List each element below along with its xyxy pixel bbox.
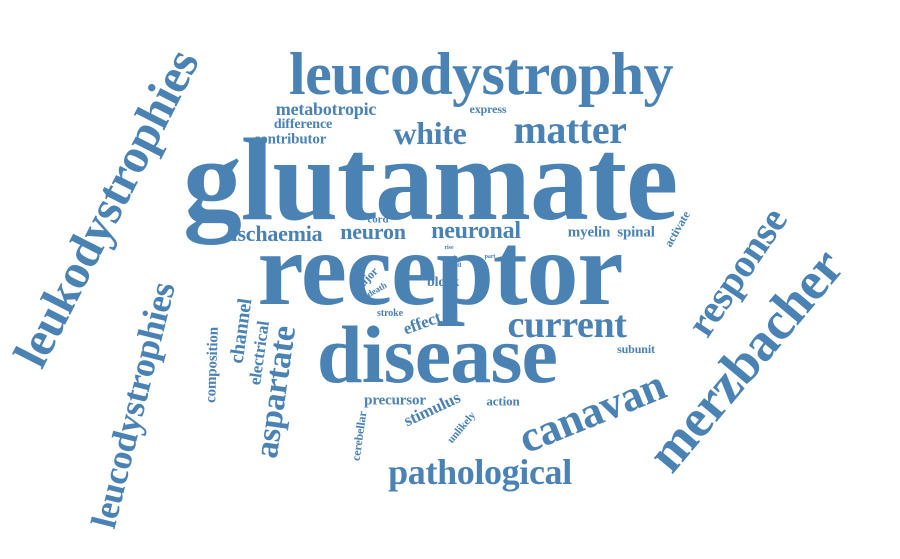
word-glutamate: glutamate [182, 114, 678, 245]
word-unlikely: unlikely [445, 409, 479, 446]
word-ischaemia: ischaemia [231, 221, 323, 246]
word-stroke: stroke [377, 308, 403, 319]
word-subunit: subunit [617, 342, 655, 356]
word-cerebellar: cerebellar [348, 410, 370, 462]
word-precursor: precursor [364, 392, 426, 409]
word-express: express [469, 102, 507, 116]
word-receptor: receptor [257, 212, 623, 327]
word-leucodystrophy: leucodystrophy [289, 41, 673, 107]
word-current: current [507, 304, 627, 346]
word-leukodystrophies: leukodystrophies [2, 40, 210, 376]
word-pathological: pathological [388, 452, 572, 492]
word-cord: cord [367, 213, 389, 226]
word-neuronal: neuronal [431, 218, 521, 244]
word-leucodystrophies: leucodystrophies [83, 278, 183, 532]
word-spinal: spinal [617, 224, 655, 241]
word-matter: matter [513, 107, 627, 152]
word-difference: difference [273, 117, 333, 132]
word-metabotropic: metabotropic [275, 99, 377, 119]
word-cell: cell [452, 263, 462, 269]
word-white: white [393, 115, 467, 151]
word-disease: disease [316, 309, 558, 400]
word-block: block [427, 275, 459, 290]
word-myelin: myelin [567, 224, 611, 241]
word-part: part [484, 254, 496, 260]
word-composition: composition [203, 326, 222, 404]
word-action: action [486, 393, 520, 409]
word-rise: rise [444, 245, 454, 251]
word-contributor: contributor [253, 131, 327, 148]
word-neuron: neuron [340, 219, 406, 244]
